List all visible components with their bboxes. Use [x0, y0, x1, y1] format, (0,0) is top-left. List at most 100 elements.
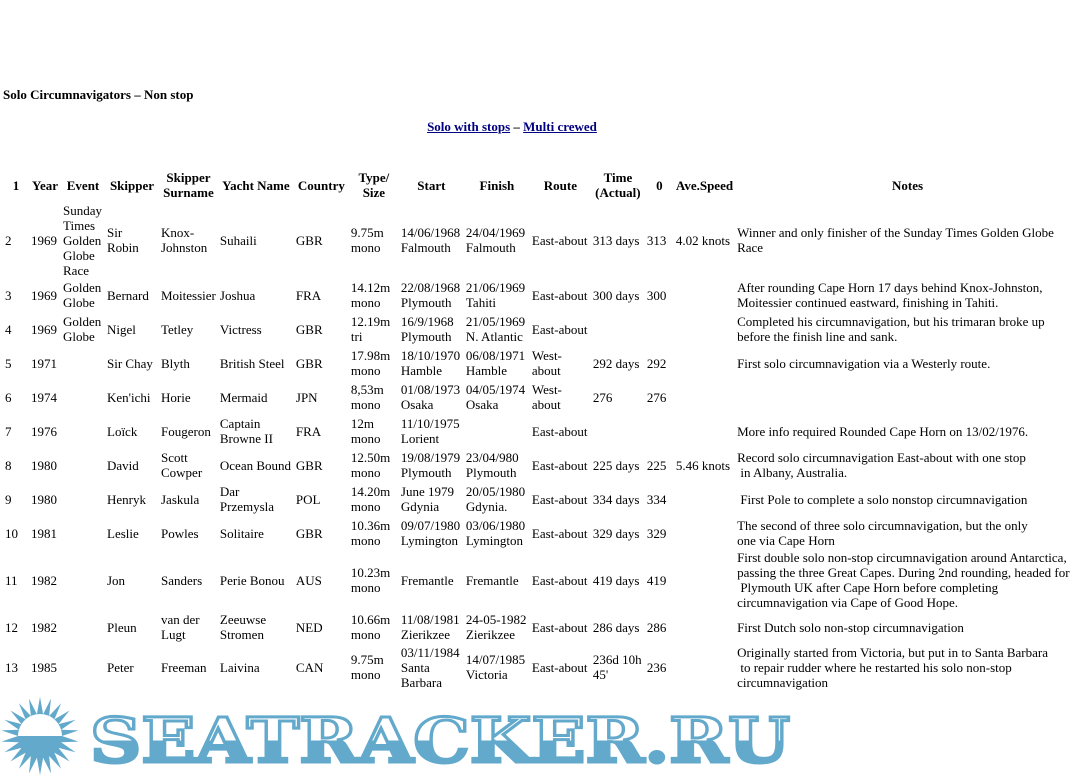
column-header: Start	[417, 177, 446, 193]
table-cell: Sir Robin	[107, 225, 139, 255]
table-cell: NED	[295, 619, 323, 635]
table-cell: East-about	[531, 491, 588, 507]
table-cell	[61, 610, 105, 644]
table-cell	[674, 346, 735, 380]
table-row: 9 1980 Henryk Jaskula Dar Przemysla POL 14.20m…	[3, 482, 1080, 516]
table-cell: 1969	[31, 321, 57, 337]
table-cell: Perie Bonou	[219, 572, 285, 588]
table-row: 10 1981 Leslie Powles Solitaire GBR 10.36m mon…	[3, 516, 1080, 550]
column-header: Route	[543, 177, 577, 193]
table-cell: Horie	[161, 389, 191, 405]
table-cell: 419	[646, 572, 667, 588]
table-cell: June 1979 Gdynia	[400, 484, 454, 514]
column-header: Ave.Speed	[675, 177, 734, 193]
table-cell: Mermaid	[219, 389, 268, 405]
table-cell: 09/07/1980 Lymington	[400, 518, 461, 548]
table-cell: 9	[5, 491, 12, 507]
table-cell: 3	[5, 287, 12, 303]
table-cell: 17.98m mono	[350, 348, 391, 378]
column-header: Skipper	[109, 177, 155, 193]
table-cell: Leslie	[107, 525, 139, 541]
table-cell: 276	[592, 389, 613, 405]
notes-cell: First Pole to complete a solo nonstop ci…	[737, 491, 1028, 507]
table-cell	[61, 644, 105, 690]
table-cell: 329 days	[592, 525, 640, 541]
table-cell: Captain Browne II	[219, 416, 273, 446]
table-cell: Jon	[107, 572, 126, 588]
nav-links: Solo with stops – Multi crewed	[0, 119, 1024, 134]
notes-cell: First double solo non-stop circumnavigat…	[737, 550, 1070, 610]
table-row: 5 1971 Sir Chay Blyth British Steel GBR 17.98m…	[3, 346, 1080, 380]
table-cell	[674, 482, 735, 516]
table-cell: GBR	[295, 457, 323, 473]
column-header: Notes	[892, 177, 924, 193]
table-cell: Sanders	[161, 572, 203, 588]
table-cell: 11	[5, 572, 18, 588]
multi-crewed-link[interactable]: Multi crewed	[523, 119, 597, 134]
table-cell: 12.19m tri	[350, 314, 391, 344]
notes-cell: Originally started from Victoria, but pu…	[737, 644, 1048, 690]
table-cell: 01/08/1973 Osaka	[400, 382, 461, 412]
table-cell: 334	[646, 491, 667, 507]
table-cell: Moitessier	[161, 287, 216, 303]
table-cell: Powles	[161, 525, 199, 541]
table-cell: 2	[5, 232, 12, 248]
table-cell: Dar Przemysla	[219, 484, 275, 514]
table-cell: 1980	[31, 491, 57, 507]
table-row: 7 1976 Loïck Fougeron Captain Browne II FRA 12…	[3, 414, 1080, 448]
table-cell	[61, 550, 105, 610]
table-cell: GBR	[295, 525, 323, 541]
column-header: Year	[32, 177, 58, 193]
table-cell: 9.75m mono	[350, 225, 384, 255]
table-cell: 7	[5, 423, 12, 439]
table-row: 12 1982 Pleun van der Lugt Zeeuwse Stromen NE…	[3, 610, 1080, 644]
table-cell: 24-05-1982 Zierikzee	[465, 612, 527, 642]
table-cell: East-about	[531, 232, 588, 248]
table-cell: 1969	[31, 232, 57, 248]
table-cell: 14.20m mono	[350, 484, 391, 514]
table-cell: 1974	[31, 389, 57, 405]
sun-icon	[1, 697, 79, 775]
table-cell: Henryk	[107, 491, 146, 507]
table-cell: 286	[646, 619, 667, 635]
table-cell	[674, 380, 735, 414]
notes-cell: First solo circumnavigation via a Wester…	[737, 355, 991, 371]
table-cell: East-about	[531, 619, 588, 635]
table-cell: 334 days	[592, 491, 640, 507]
table-cell: Fougeron	[161, 423, 211, 439]
table-cell: Nigel	[107, 321, 136, 337]
table-cell: 1976	[31, 423, 57, 439]
table-cell: East-about	[531, 659, 588, 675]
column-header: Skipper Surname	[163, 170, 214, 200]
table-cell: 313 days	[592, 232, 640, 248]
table-cell	[464, 414, 530, 448]
table-cell	[61, 346, 105, 380]
table-cell: 1969	[31, 287, 57, 303]
table-cell: Loïck	[107, 423, 138, 439]
table-cell: GBR	[295, 232, 323, 248]
table-cell: 276	[646, 389, 667, 405]
table-cell: East-about	[531, 423, 588, 439]
table-cell: 12m mono	[350, 416, 381, 446]
solo-with-stops-link[interactable]: Solo with stops	[427, 119, 511, 134]
table-cell: East-about	[531, 572, 588, 588]
table-cell: 10	[5, 525, 18, 541]
table-cell: GBR	[295, 355, 323, 371]
table-cell: 300	[646, 287, 667, 303]
notes-cell: The second of three solo circumnavigatio…	[737, 518, 1028, 548]
table-cell: POL	[295, 491, 321, 507]
table-cell: 21/06/1969 Tahiti	[465, 280, 526, 310]
table-cell: Fremantle	[465, 572, 519, 588]
table-cell	[674, 550, 735, 610]
table-cell: West-about	[531, 382, 562, 412]
table-cell: 419 days	[592, 572, 640, 588]
table-cell	[674, 414, 735, 448]
table-cell: FRA	[295, 423, 322, 439]
table-cell: East-about	[531, 321, 588, 337]
table-cell: Joshua	[219, 287, 256, 303]
table-cell	[674, 312, 735, 346]
column-header: Type/ Size	[358, 170, 390, 200]
page-title: Solo Circumnavigators – Non stop	[3, 87, 194, 102]
table-cell: 10.23m mono	[350, 565, 391, 595]
column-header: Yacht Name	[222, 177, 290, 193]
